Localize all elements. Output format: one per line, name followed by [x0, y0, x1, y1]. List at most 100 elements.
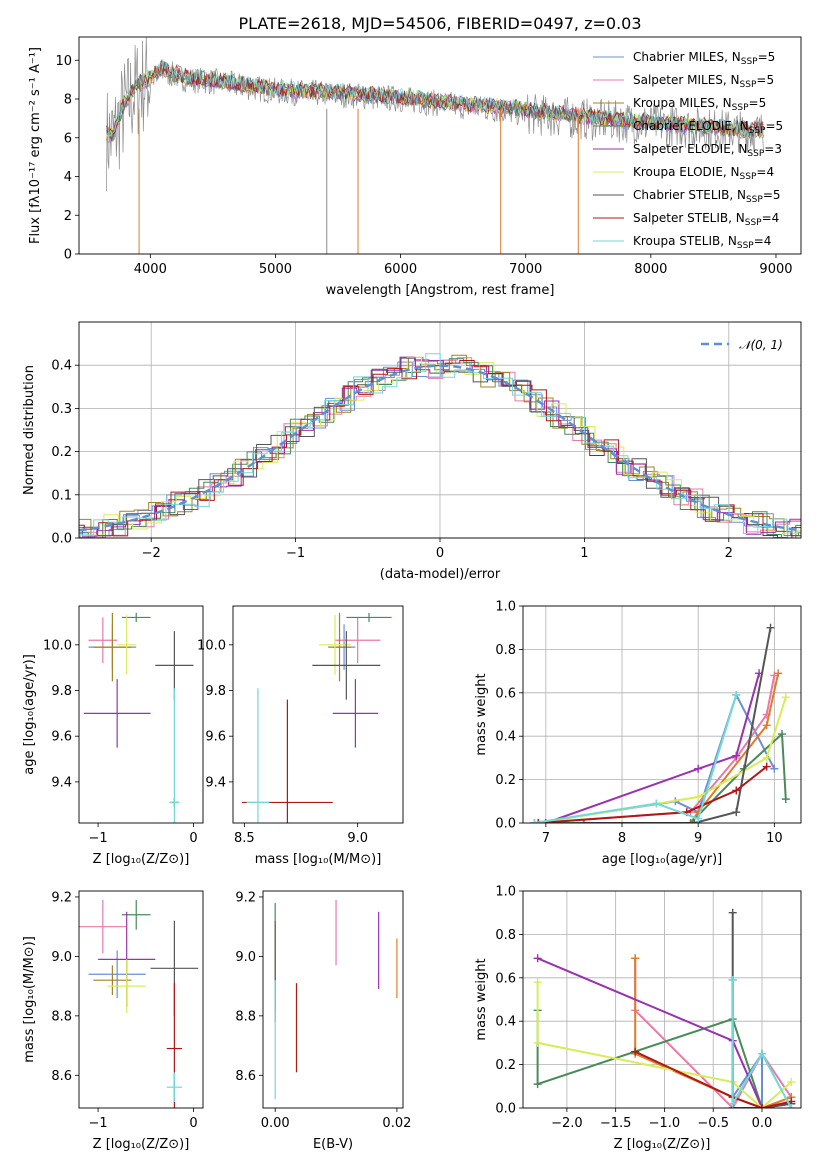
weight-marker — [533, 1080, 542, 1089]
x-tick-label: −2.0 — [551, 1116, 583, 1131]
weight-marker — [694, 792, 703, 801]
histogram-3 — [79, 358, 801, 538]
x-tick-label: 0 — [436, 546, 444, 561]
y-tick-label: 9.4 — [51, 775, 72, 790]
weight-marker — [732, 786, 741, 795]
weight-marker — [762, 753, 771, 762]
x-tick-label: 6000 — [384, 262, 417, 277]
errorbars — [274, 899, 398, 1100]
weight-marker — [652, 799, 661, 808]
y-tick-label: 0.6 — [495, 971, 516, 986]
y-axis-label: Normed distribution — [22, 365, 37, 495]
y-tick-label: 9.8 — [205, 684, 226, 699]
y-tick-label: 8.6 — [51, 1069, 72, 1084]
y-tick-label: 9.6 — [51, 730, 72, 745]
weight-series-4 — [537, 957, 763, 1108]
weight-marker — [732, 808, 741, 817]
x-tick-label: 5000 — [259, 262, 292, 277]
y-axis-label: Flux [fλ10⁻¹⁷ erg cm⁻² s⁻¹ A⁻¹] — [28, 47, 43, 244]
x-tick-label: −1 — [286, 546, 305, 561]
weight-series-8 — [731, 980, 793, 1108]
x-tick-label: 9000 — [759, 262, 792, 277]
x-tick-label: −1 — [88, 831, 107, 846]
histogram-6 — [79, 357, 801, 537]
data-point-0 — [88, 950, 146, 999]
y-tick-label: 0.0 — [495, 817, 516, 832]
y-tick-label: 9.2 — [51, 890, 72, 905]
x-tick-label: −2 — [142, 546, 161, 561]
y-tick-label: 9.2 — [235, 890, 256, 905]
data-point-2 — [328, 612, 351, 682]
data-point-4 — [332, 679, 379, 748]
y-tick-label: 8 — [64, 93, 72, 108]
plot-frame — [78, 605, 204, 824]
weight-marker — [787, 1104, 796, 1108]
x-axis-label: Z [log₁₀(Z/Z⊙)] — [614, 1137, 711, 1152]
x-tick-label: −1 — [88, 1116, 107, 1131]
histogram-4 — [79, 356, 801, 537]
y-tick-label: 10.0 — [43, 638, 72, 653]
panel-age-vs-Z: −1 0 9.4 9.6 9.8 10.0 Z [log₁₀(Z/Z⊙)] age [log₁… — [22, 605, 204, 867]
weight-marker — [631, 954, 640, 963]
plot-frame — [232, 605, 404, 824]
plot-frame — [78, 890, 204, 1109]
data-point-1 — [335, 617, 381, 664]
y-tick-label: 0.8 — [495, 643, 516, 658]
legend-label: Chabrier STELIB, NSSP=5 — [633, 188, 781, 205]
y-tick-label: 0.0 — [51, 532, 72, 547]
weight-lines — [530, 623, 790, 823]
y-tick-label: 0.2 — [495, 1058, 516, 1073]
weight-marker — [777, 730, 786, 739]
y-tick-label: 10 — [55, 54, 72, 69]
errorbars — [83, 612, 194, 823]
data-point-5 — [319, 615, 351, 675]
x-tick-label: 8 — [618, 831, 626, 846]
panel-spectrum: 4000 5000 6000 7000 8000 9000 0 2 4 6 8 10 wavelengt… — [28, 36, 802, 298]
x-axis-label: wavelength [Angstrom, rest frame] — [326, 283, 555, 298]
weight-marker — [686, 819, 695, 823]
y-tick-label: 0.4 — [495, 730, 516, 745]
y-tick-label: 9.6 — [205, 730, 226, 745]
legend-label: Salpeter MILES, NSSP=5 — [633, 73, 774, 90]
spectrum-traces — [106, 37, 764, 254]
y-tick-label: 0.4 — [51, 359, 72, 374]
y-tick-label: 0.2 — [495, 773, 516, 788]
weight-marker — [533, 1038, 542, 1047]
y-tick-label: 9.4 — [205, 775, 226, 790]
weight-marker — [533, 954, 542, 963]
weight-marker — [781, 693, 790, 702]
y-tick-label: 0.8 — [495, 928, 516, 943]
weight-series-7 — [634, 1050, 792, 1108]
y-axis-label: mass weight — [474, 958, 489, 1040]
panel-weight-vs-Z: −2.0 −1.5 −1.0 −0.5 0.0 0.0 0.2 0.4 0.6 0.8 1.0 Z [… — [474, 885, 802, 1152]
weight-marker — [770, 764, 779, 773]
weight-marker — [728, 1099, 737, 1108]
data-point-3 — [346, 612, 392, 622]
x-tick-label: 7000 — [509, 262, 542, 277]
weight-marker — [781, 795, 790, 804]
y-tick-label: 0 — [64, 248, 72, 263]
plot-frame — [78, 321, 802, 539]
x-tick-label: 9.0 — [347, 831, 368, 846]
y-axis-label: age [log₁₀(age/yr)] — [22, 654, 37, 775]
histogram-8 — [79, 353, 801, 538]
panel-age-vs-mass: 8.5 9.0 9.4 9.6 9.8 10.0 mass [log₁₀(M/M⊙)] — [197, 605, 404, 867]
x-tick-label: 0 — [189, 831, 197, 846]
panel-weight-vs-age: 7 8 9 10 0.0 0.2 0.4 0.6 0.8 1.0 age [log₁₀(age/yr… — [474, 600, 802, 867]
y-tick-label: 2 — [64, 209, 72, 224]
plot-frame — [522, 890, 802, 1109]
y-axis-label: mass [log₁₀(M/M⊙)] — [22, 936, 37, 1063]
panels: 4000 5000 6000 7000 8000 90000246810wavelengt… — [22, 36, 802, 1152]
weight-marker — [762, 721, 771, 730]
y-axis-label: mass weight — [474, 673, 489, 755]
x-tick-label: 0 — [189, 1116, 197, 1131]
weight-marker — [533, 978, 542, 987]
histogram-0 — [79, 359, 801, 538]
legend-label: Salpeter ELODIE, NSSP=3 — [633, 142, 782, 159]
legend-label: Chabrier ELODIE, NSSP=5 — [633, 119, 783, 136]
weight-marker — [774, 669, 783, 678]
histogram-2 — [79, 354, 801, 538]
x-axis-label: Z [log₁₀(Z/Z⊙)] — [93, 852, 190, 867]
plot-frame — [262, 890, 404, 1109]
